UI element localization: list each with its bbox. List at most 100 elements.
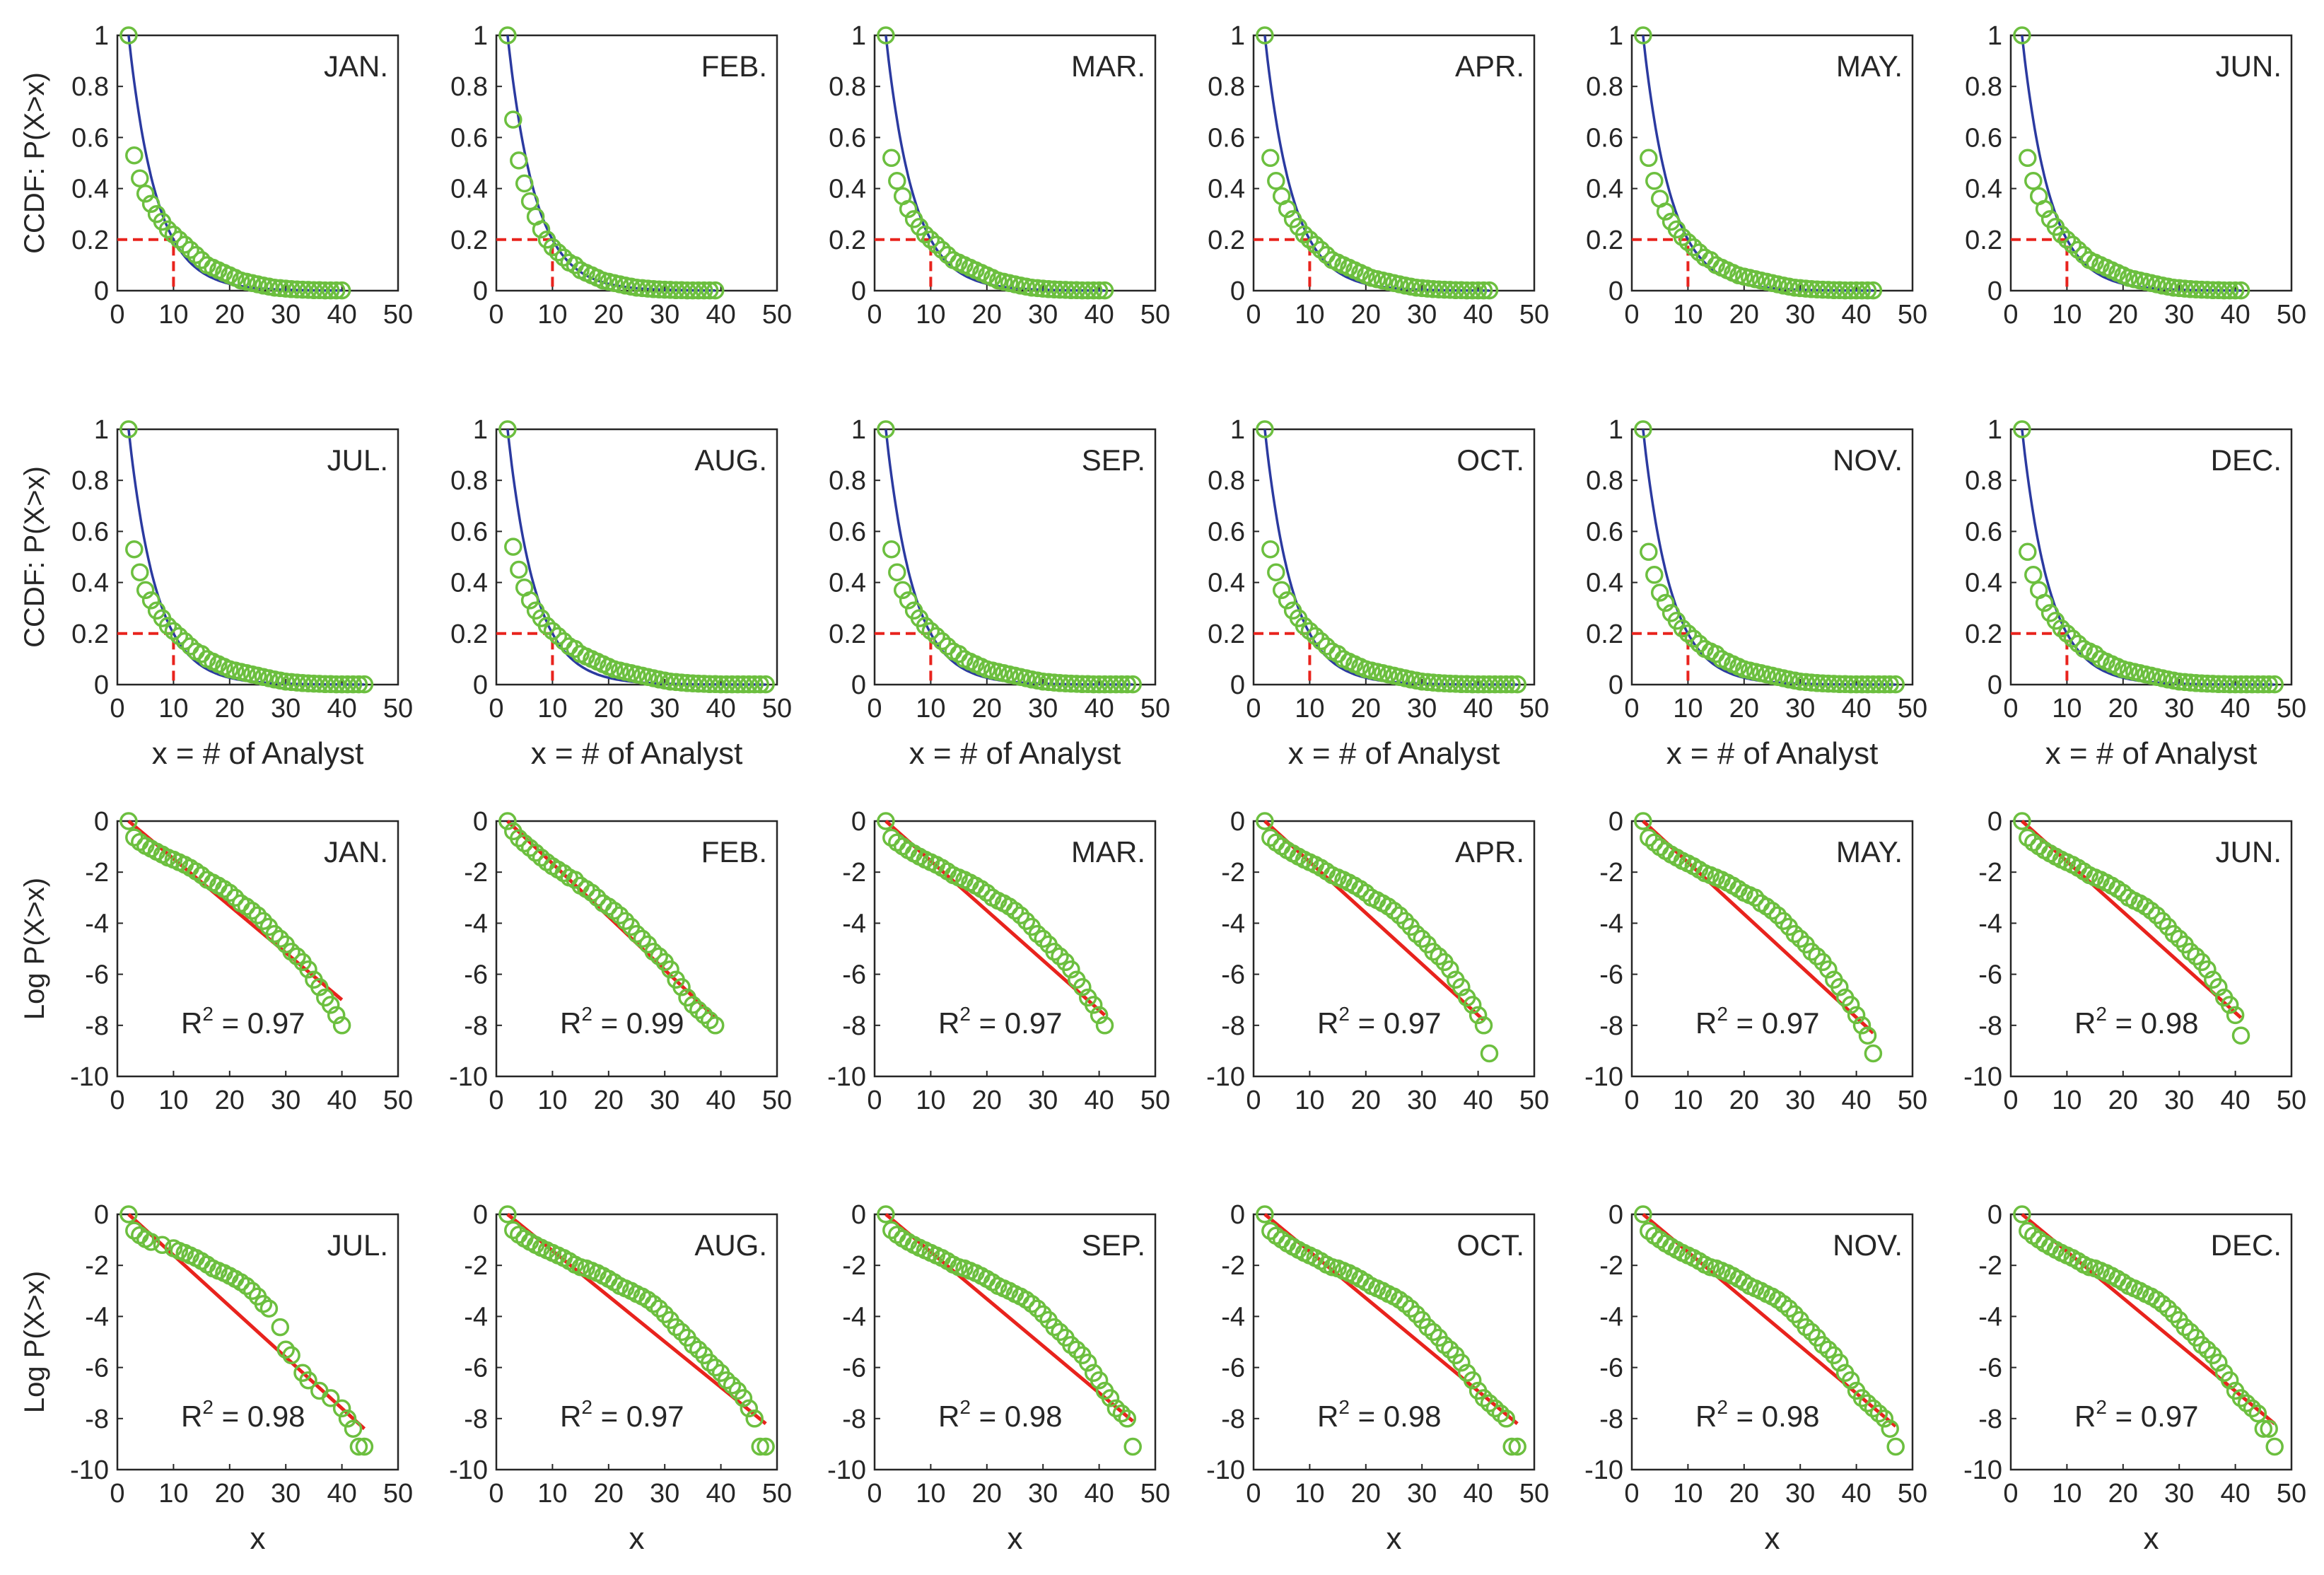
data-point	[1508, 1437, 1526, 1456]
axes-box	[495, 428, 778, 686]
data-point	[1881, 1419, 1899, 1438]
data-point	[1424, 673, 1442, 692]
y-tick-label: 0	[473, 1200, 488, 1230]
data-point	[1463, 996, 1482, 1014]
x-tick-label: 30	[2164, 1086, 2194, 1115]
data-point	[305, 281, 323, 300]
axes-box	[2009, 1213, 2293, 1471]
data-point	[1123, 675, 1142, 694]
data-point	[684, 996, 702, 1014]
panel-log-feb: 0 10 20 30 40 50 -10 -8 -6 -4 -2 0 FEB. R2 = 0.99	[449, 807, 792, 1115]
x-tick-label: 10	[537, 1479, 567, 1509]
data-point	[1112, 675, 1131, 694]
data-point	[650, 947, 669, 966]
data-point	[633, 929, 652, 948]
x-tick-label: 40	[1084, 1086, 1114, 1115]
y-tick-label: 0.4	[1208, 569, 1245, 598]
data-point	[537, 617, 556, 635]
data-point	[1261, 149, 1280, 168]
y-tick-label: 0.6	[1586, 123, 1623, 153]
data-point	[661, 672, 679, 691]
data-point	[125, 146, 144, 165]
x-tick-label: 20	[2108, 1479, 2138, 1509]
data-point	[1062, 674, 1080, 693]
x-tick-label: 0	[1624, 1086, 1639, 1115]
x-tick-label: 20	[972, 694, 1002, 723]
data-point	[1452, 977, 1471, 996]
data-point	[1858, 281, 1877, 300]
data-point	[706, 675, 725, 694]
data-point	[2153, 1294, 2172, 1313]
data-point	[1835, 281, 1855, 300]
reference-line	[1632, 238, 1690, 291]
x-tick-label: 0	[489, 300, 503, 330]
x-tick-label: 40	[1463, 694, 1493, 723]
data-point	[1797, 1318, 1815, 1337]
x-tick-label: 30	[1407, 1086, 1437, 1115]
data-point	[2019, 828, 2037, 847]
data-point	[627, 924, 646, 943]
data-point	[305, 674, 323, 693]
y-tick-label: -8	[1599, 1405, 1623, 1434]
r-squared-label: R2 = 0.97	[1695, 1003, 1820, 1040]
x-tick-label: 50	[1140, 694, 1170, 723]
x-tick-label: 40	[327, 300, 356, 330]
x-tick-label: 10	[916, 1479, 945, 1509]
x-tick-label: 0	[1246, 694, 1261, 723]
x-tick-label: 0	[867, 1479, 882, 1509]
data-point	[1447, 281, 1465, 300]
y-tick-label: -8	[85, 1405, 109, 1434]
data-point	[327, 675, 346, 694]
data-point	[1819, 281, 1838, 299]
panel-ccdf-jan: 0 10 20 30 40 50 0 0.2 0.4 0.6 0.8 1 JAN.	[71, 21, 413, 330]
data-point	[644, 1294, 663, 1313]
data-point	[1435, 674, 1454, 692]
data-point	[1864, 1399, 1883, 1418]
data-point	[2204, 675, 2222, 693]
x-tick-label: 50	[1519, 1086, 1549, 1115]
data-point	[672, 1323, 691, 1342]
y-tick-label: -4	[842, 909, 866, 938]
data-point	[1034, 929, 1052, 948]
data-point	[1808, 674, 1826, 692]
data-point	[276, 672, 295, 691]
data-point	[877, 26, 895, 45]
y-tick-label: 0.2	[1965, 226, 2002, 255]
x-tick-label: 10	[1295, 1086, 1324, 1115]
data-point	[310, 281, 329, 300]
data-point	[549, 627, 568, 646]
data-point	[1841, 281, 1860, 300]
data-point	[667, 673, 685, 692]
data-point	[1112, 1404, 1131, 1423]
data-point	[1384, 901, 1403, 920]
data-point	[2209, 1353, 2228, 1372]
y-tick-label: 0	[94, 807, 109, 837]
data-point	[271, 279, 290, 298]
x-axis-label: x	[1765, 1521, 1780, 1556]
data-point	[2265, 675, 2284, 694]
y-tick-label: -6	[464, 960, 488, 990]
data-point	[355, 1437, 374, 1456]
data-point	[254, 1294, 273, 1313]
month-label: DEC.	[2211, 443, 2282, 477]
x-tick-label: 40	[2220, 694, 2250, 723]
data-point	[751, 675, 769, 694]
data-point	[1095, 1016, 1114, 1035]
data-point	[921, 231, 940, 249]
data-point	[1841, 996, 1860, 1014]
data-point	[1441, 281, 1459, 299]
data-point	[1645, 833, 1664, 852]
x-tick-label: 50	[762, 1479, 792, 1509]
data-point	[695, 281, 713, 300]
x-tick-label: 30	[1785, 1086, 1815, 1115]
y-tick-label: 0.6	[829, 517, 866, 547]
y-tick-label: 0.2	[71, 620, 109, 649]
data-point	[2024, 172, 2043, 190]
panel-log-oct: 0 10 20 30 40 50 -10 -8 -6 -4 -2 0 OCT. R2 = 0.98 x	[1206, 1200, 1549, 1556]
y-tick-label: 0	[851, 277, 866, 306]
y-tick-label: 0	[1987, 1200, 2002, 1230]
panel-ccdf-feb: 0 10 20 30 40 50 0 0.2 0.4 0.6 0.8 1 FEB.	[450, 21, 792, 330]
y-tick-label: 0.4	[450, 569, 488, 598]
x-tick-label: 30	[2164, 1479, 2194, 1509]
data-point	[321, 996, 340, 1014]
